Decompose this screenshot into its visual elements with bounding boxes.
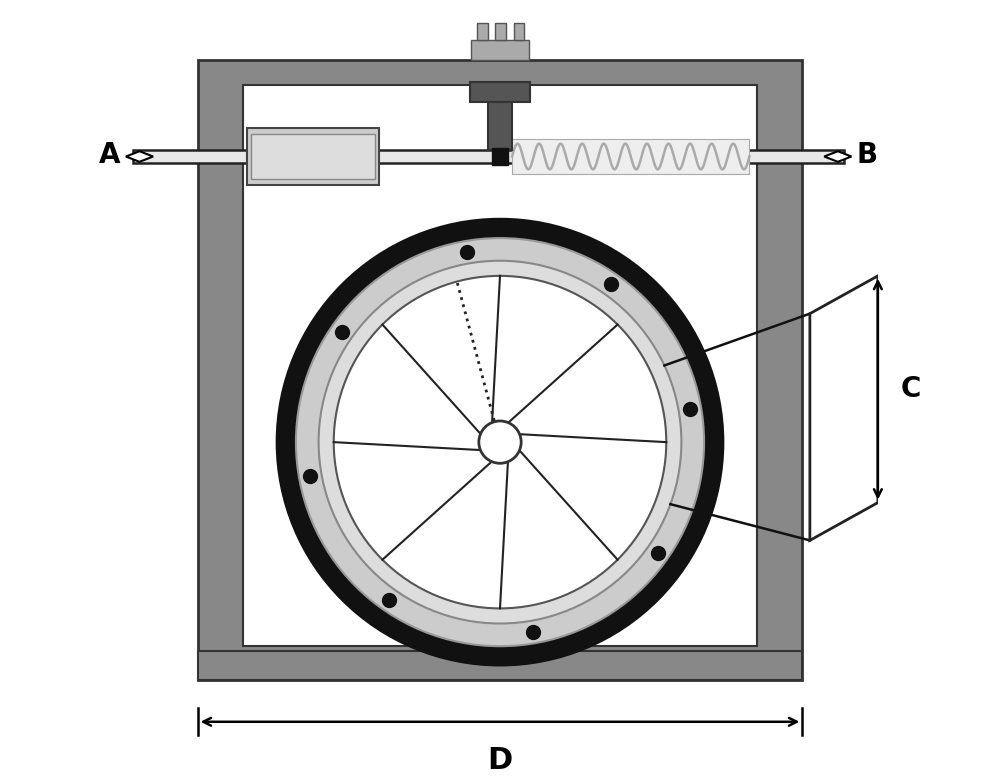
Polygon shape: [126, 152, 153, 162]
Bar: [477, 23, 488, 40]
Text: A: A: [99, 141, 121, 169]
Text: C: C: [901, 375, 921, 403]
Bar: [251, 134, 375, 179]
Bar: [512, 139, 749, 174]
Bar: [247, 127, 379, 185]
Bar: [488, 96, 512, 151]
Bar: [243, 85, 757, 646]
Bar: [495, 23, 506, 40]
Circle shape: [277, 219, 723, 665]
Circle shape: [479, 421, 521, 463]
Polygon shape: [824, 152, 851, 162]
Circle shape: [334, 276, 666, 608]
Circle shape: [296, 238, 704, 646]
Bar: [492, 148, 508, 165]
Bar: [471, 40, 529, 61]
Bar: [514, 23, 524, 40]
Text: D: D: [487, 746, 513, 775]
Bar: [470, 82, 530, 102]
Text: B: B: [857, 141, 878, 169]
Polygon shape: [810, 276, 878, 540]
Bar: [133, 151, 844, 162]
Bar: [198, 61, 802, 680]
Circle shape: [319, 261, 681, 623]
Bar: [198, 650, 802, 680]
